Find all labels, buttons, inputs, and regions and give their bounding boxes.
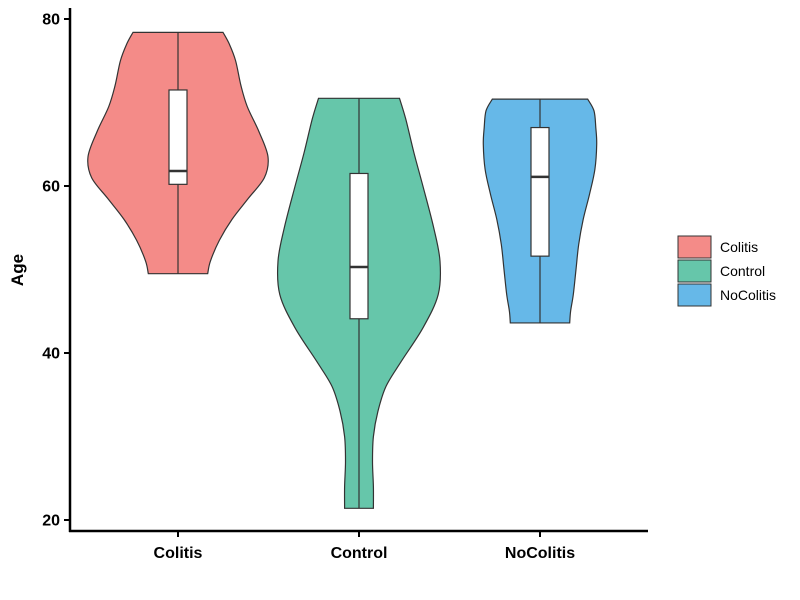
- legend-label-nocolitis: NoColitis: [720, 287, 776, 303]
- x-tick-label-control: Control: [331, 545, 388, 562]
- x-tick-label-nocolitis: NoColitis: [505, 545, 575, 562]
- y-axis-title: Age: [8, 254, 27, 286]
- box-nocolitis: [530, 126, 550, 257]
- y-tick-label-40: 40: [42, 346, 60, 363]
- box-colitis: [168, 89, 188, 185]
- legend-swatch-nocolitis: [677, 283, 712, 307]
- y-tick-label-20: 20: [42, 513, 60, 530]
- legend-swatch-control: [677, 259, 712, 283]
- legend-label-control: Control: [720, 263, 765, 279]
- y-tick-label-60: 60: [42, 179, 60, 196]
- legend: Colitis Control NoColitis: [677, 235, 776, 307]
- legend-swatch-colitis: [677, 235, 712, 259]
- box-control: [349, 172, 369, 320]
- y-tick-label-80: 80: [42, 12, 60, 29]
- legend-label-colitis: Colitis: [720, 239, 758, 255]
- violins: [87, 31, 598, 509]
- axes: 20 40 60 80 Colitis Control NoColitis: [42, 8, 648, 562]
- x-tick-label-colitis: Colitis: [154, 545, 203, 562]
